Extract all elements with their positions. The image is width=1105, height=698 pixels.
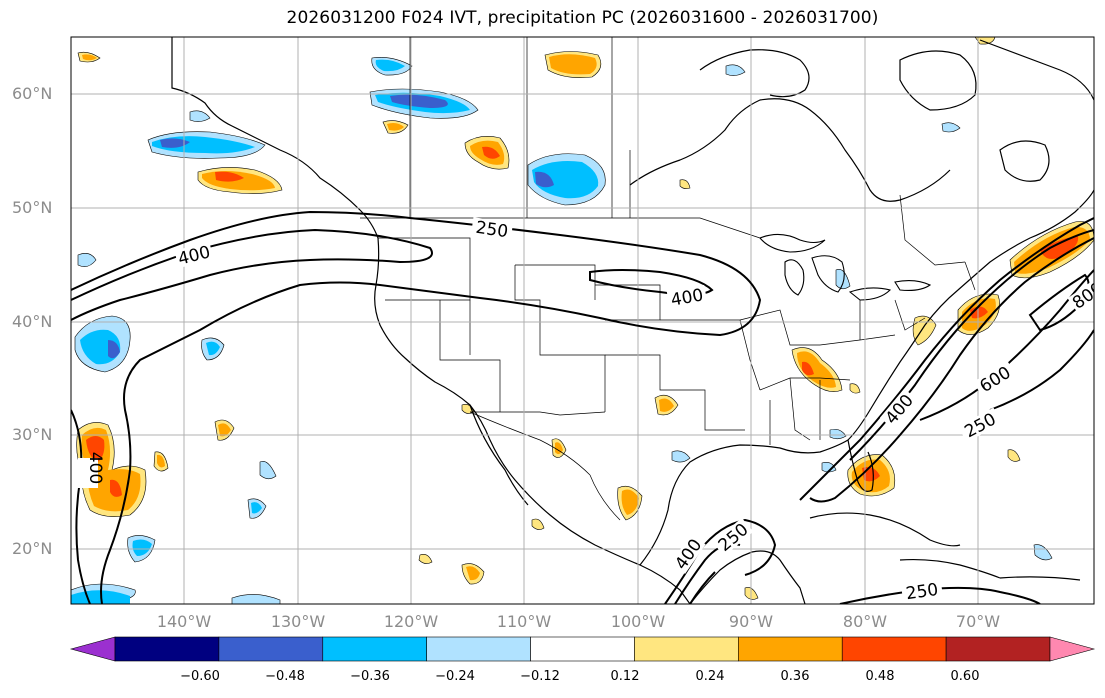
lat-label-60n: 60°N [12,84,53,103]
lat-label-50n: 50°N [12,198,53,217]
colorbar-tick-label: 0.48 [865,669,895,684]
lon-label-130w: 130°W [270,612,326,631]
lon-label-120w: 120°W [383,612,439,631]
lon-label-100w: 100°W [610,612,666,631]
lon-label-140w: 140°W [156,612,212,631]
lon-label-90w: 90°W [728,612,774,631]
colorbar-extend-low [69,636,116,662]
colorbar-tick-label: 0.12 [610,669,640,684]
contour-label: 250 [905,580,940,604]
colorbar-segment [738,636,843,662]
coastlines [171,37,1094,604]
colorbar-segment [218,636,324,662]
lon-label-110w: 110°W [496,612,552,631]
negative-precip-anomaly-regions [71,57,1053,604]
colorbar-segment [322,636,427,662]
colorbar-tick-label: −0.24 [435,669,475,684]
colorbar-tick-label: 0.60 [950,669,980,684]
colorbar-tick-label: 0.36 [780,669,810,684]
map-title: 2026031200 F024 IVT, precipitation PC (2… [286,8,879,28]
lon-label-70w: 70°W [955,612,1001,631]
colorbar-tick-label: 0.24 [695,669,725,684]
colorbar-segment [945,636,1051,662]
political-boundaries [360,37,976,521]
lat-label-30n: 30°N [12,425,53,444]
map-frame [70,36,1095,605]
colorbar-tick-label: −0.36 [350,669,390,684]
lat-label-40n: 40°N [12,312,53,331]
colorbar-segment [426,636,531,662]
contour-label: 400 [85,452,105,484]
lat-label-20n: 20°N [12,539,53,558]
colorbar-tick-label: −0.12 [520,669,560,684]
colorbar-extend-high [1049,636,1096,662]
contour-label: 250 [474,218,509,242]
graticule [71,37,1094,604]
colorbar-tick-label: −0.60 [180,669,220,684]
colorbar-segment [634,636,739,662]
lon-label-80w: 80°W [842,612,888,631]
colorbar [69,636,1096,662]
great-lakes [759,233,932,301]
colorbar-segment [114,636,220,662]
colorbar-segment [530,636,635,662]
hudson-bay-coast [629,39,1094,202]
colorbar-tick-label: −0.48 [265,669,305,684]
colorbar-segment [841,636,947,662]
